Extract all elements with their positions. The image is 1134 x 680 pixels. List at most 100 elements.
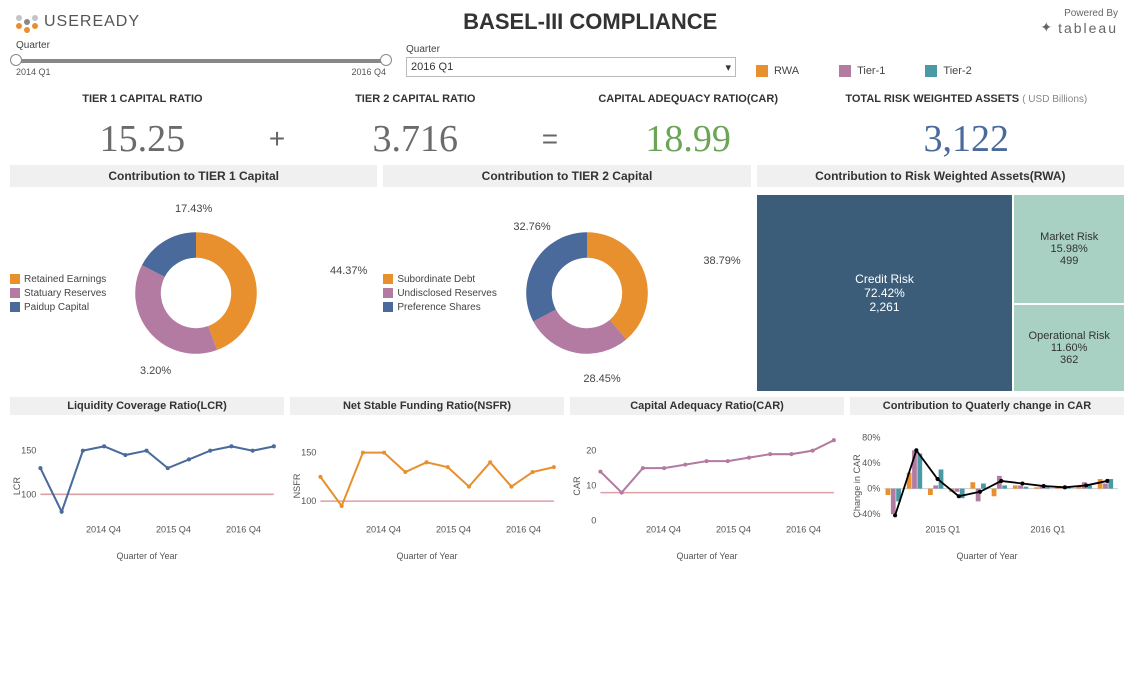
brand-text: USEREADY bbox=[44, 13, 140, 31]
kpi-row: TIER 1 CAPITAL RATIO 15.25 + TIER 2 CAPI… bbox=[0, 85, 1134, 165]
tier1-pct-retained: 44.37% bbox=[330, 265, 367, 277]
dropdown-label: Quarter bbox=[406, 44, 736, 55]
svg-text:40%: 40% bbox=[862, 458, 880, 468]
tier1-donut-chart bbox=[116, 213, 276, 373]
donut-legend-item: Subordinate Debt bbox=[383, 274, 497, 285]
nsfr-chart: 1001502014 Q42015 Q42016 Q4NSFR bbox=[290, 421, 564, 551]
tier1-pct-statuary: 3.20% bbox=[140, 365, 171, 377]
kpi-tier1-value: 15.25 bbox=[16, 117, 269, 161]
lcr-title: Liquidity Coverage Ratio(LCR) bbox=[10, 397, 284, 415]
bottom-charts-row: 1001502014 Q42015 Q42016 Q4LCR Quarter o… bbox=[0, 415, 1134, 565]
treemap-credit-pct: 72.42% bbox=[855, 286, 914, 300]
slider-label: Quarter bbox=[16, 40, 386, 51]
chevron-down-icon: ▾ bbox=[725, 61, 731, 74]
kpi-rwa-title: TOTAL RISK WEIGHTED ASSETS ( USD Billion… bbox=[815, 93, 1118, 105]
donut-legend-item: Preference Shares bbox=[383, 302, 497, 313]
tier2-pct-subordinate: 38.79% bbox=[703, 255, 740, 267]
treemap-operational-risk: Operational Risk 11.60% 362 bbox=[1014, 305, 1124, 391]
main-legend: RWATier-1Tier-2 bbox=[756, 57, 1118, 77]
section-tier1-title: Contribution to TIER 1 Capital bbox=[10, 165, 377, 187]
treemap-market-risk: Market Risk 15.98% 499 bbox=[1014, 195, 1124, 303]
kpi-car-title: CAPITAL ADEQUACY RATIO(CAR) bbox=[562, 93, 815, 105]
svg-text:Change in CAR: Change in CAR bbox=[852, 454, 862, 518]
car-chart: 010202014 Q42015 Q42016 Q4CAR bbox=[570, 421, 844, 551]
legend-item-tier-2: Tier-2 bbox=[925, 65, 971, 77]
svg-text:150: 150 bbox=[21, 446, 36, 456]
svg-text:2015 Q4: 2015 Q4 bbox=[436, 525, 471, 535]
treemap-credit-risk: Credit Risk 72.42% 2,261 bbox=[757, 195, 1013, 391]
treemap-credit-value: 2,261 bbox=[855, 300, 914, 314]
treemap-credit-label: Credit Risk bbox=[855, 272, 914, 286]
rwa-treemap: Credit Risk 72.42% 2,261 Market Risk 15.… bbox=[757, 195, 1124, 391]
brand-logo: USEREADY bbox=[16, 13, 140, 31]
swatch-icon bbox=[10, 302, 20, 312]
treemap-oper-label: Operational Risk bbox=[1029, 330, 1110, 342]
tier1-donut-panel: Retained Earnings Statuary Reserves Paidup… bbox=[10, 195, 377, 391]
mid-charts-row: Retained Earnings Statuary Reserves Paidup… bbox=[0, 187, 1134, 397]
tableau-logo: ✦ tableau bbox=[1040, 19, 1118, 36]
car-chart-title: Capital Adequacy Ratio(CAR) bbox=[570, 397, 844, 415]
kpi-tier2-title: TIER 2 CAPITAL RATIO bbox=[289, 93, 542, 105]
slider-track[interactable] bbox=[16, 59, 386, 63]
legend-label: Undisclosed Reserves bbox=[397, 288, 497, 299]
svg-text:2015 Q1: 2015 Q1 bbox=[925, 525, 960, 535]
section-rwa-title: Contribution to Risk Weighted Assets(RWA… bbox=[757, 165, 1124, 187]
svg-text:100: 100 bbox=[301, 496, 316, 506]
slider-handle-right[interactable] bbox=[380, 54, 392, 66]
treemap-market-label: Market Risk bbox=[1040, 231, 1098, 243]
tier2-donut-chart bbox=[507, 213, 667, 373]
dropdown-value: 2016 Q1 bbox=[411, 61, 453, 73]
treemap-oper-value: 362 bbox=[1029, 354, 1110, 366]
legend-label: Statuary Reserves bbox=[24, 288, 106, 299]
kpi-rwa-unit: ( USD Billions) bbox=[1022, 94, 1087, 105]
svg-text:2015 Q4: 2015 Q4 bbox=[716, 525, 751, 535]
swatch-icon bbox=[925, 65, 937, 77]
section-tier2-title: Contribution to TIER 2 Capital bbox=[383, 165, 750, 187]
header-bar: USEREADY BASEL-III COMPLIANCE Powered By… bbox=[0, 0, 1134, 40]
svg-text:2014 Q4: 2014 Q4 bbox=[646, 525, 681, 535]
swatch-icon bbox=[10, 288, 20, 298]
lcr-xlabel: Quarter of Year bbox=[10, 551, 284, 561]
kpi-rwa: TOTAL RISK WEIGHTED ASSETS ( USD Billion… bbox=[815, 93, 1118, 161]
tier2-pct-preference: 32.76% bbox=[513, 221, 550, 233]
legend-label: Preference Shares bbox=[397, 302, 480, 313]
equals-icon: = bbox=[542, 99, 562, 155]
svg-text:2016 Q4: 2016 Q4 bbox=[506, 525, 541, 535]
svg-text:-40%: -40% bbox=[859, 509, 880, 519]
quarter-dropdown[interactable]: 2016 Q1 ▾ bbox=[406, 57, 736, 77]
tableau-cross-icon: ✦ bbox=[1040, 19, 1054, 36]
controls-row: Quarter 2014 Q1 2016 Q4 Quarter 2016 Q1 … bbox=[0, 40, 1134, 85]
kpi-rwa-value: 3,122 bbox=[815, 117, 1118, 161]
legend-label: Tier-2 bbox=[943, 65, 971, 77]
donut-legend-item: Retained Earnings bbox=[10, 274, 106, 285]
quarterly-chart: -40%0%40%80%2015 Q12016 Q1Change in CAR bbox=[850, 421, 1124, 551]
swatch-icon bbox=[383, 302, 393, 312]
nsfr-xlabel: Quarter of Year bbox=[290, 551, 564, 561]
slider-handle-left[interactable] bbox=[10, 54, 22, 66]
svg-text:NSFR: NSFR bbox=[292, 473, 302, 498]
logo-dots bbox=[16, 15, 38, 29]
mid-section-headers: Contribution to TIER 1 Capital Contribut… bbox=[0, 165, 1134, 187]
kpi-car: CAPITAL ADEQUACY RATIO(CAR) 18.99 bbox=[562, 93, 815, 161]
donut-legend-item: Statuary Reserves bbox=[10, 288, 106, 299]
slider-max: 2016 Q4 bbox=[351, 67, 386, 77]
tier2-donut-panel: Subordinate Debt Undisclosed Reserves Pref… bbox=[383, 195, 750, 391]
svg-text:0: 0 bbox=[591, 516, 596, 526]
legend-label: Paidup Capital bbox=[24, 302, 89, 313]
kpi-tier1-title: TIER 1 CAPITAL RATIO bbox=[16, 93, 269, 105]
swatch-icon bbox=[839, 65, 851, 77]
quarter-slider[interactable]: Quarter 2014 Q1 2016 Q4 bbox=[16, 40, 386, 77]
tier2-donut-legend: Subordinate Debt Undisclosed Reserves Pref… bbox=[383, 271, 497, 316]
nsfr-chart-panel: 1001502014 Q42015 Q42016 Q4NSFR Quarter … bbox=[290, 421, 564, 561]
legend-label: Retained Earnings bbox=[24, 274, 106, 285]
swatch-icon bbox=[756, 65, 768, 77]
powered-by-label: Powered By bbox=[1040, 8, 1118, 19]
treemap-oper-pct: 11.60% bbox=[1029, 342, 1110, 354]
svg-text:20: 20 bbox=[586, 446, 596, 456]
tableau-text: tableau bbox=[1058, 20, 1118, 36]
bottom-section-headers: Liquidity Coverage Ratio(LCR) Net Stable… bbox=[0, 397, 1134, 415]
legend-item-tier-1: Tier-1 bbox=[839, 65, 885, 77]
car-chart-panel: 010202014 Q42015 Q42016 Q4CAR Quarter of… bbox=[570, 421, 844, 561]
plus-icon: + bbox=[269, 99, 289, 155]
svg-text:10: 10 bbox=[586, 481, 596, 491]
